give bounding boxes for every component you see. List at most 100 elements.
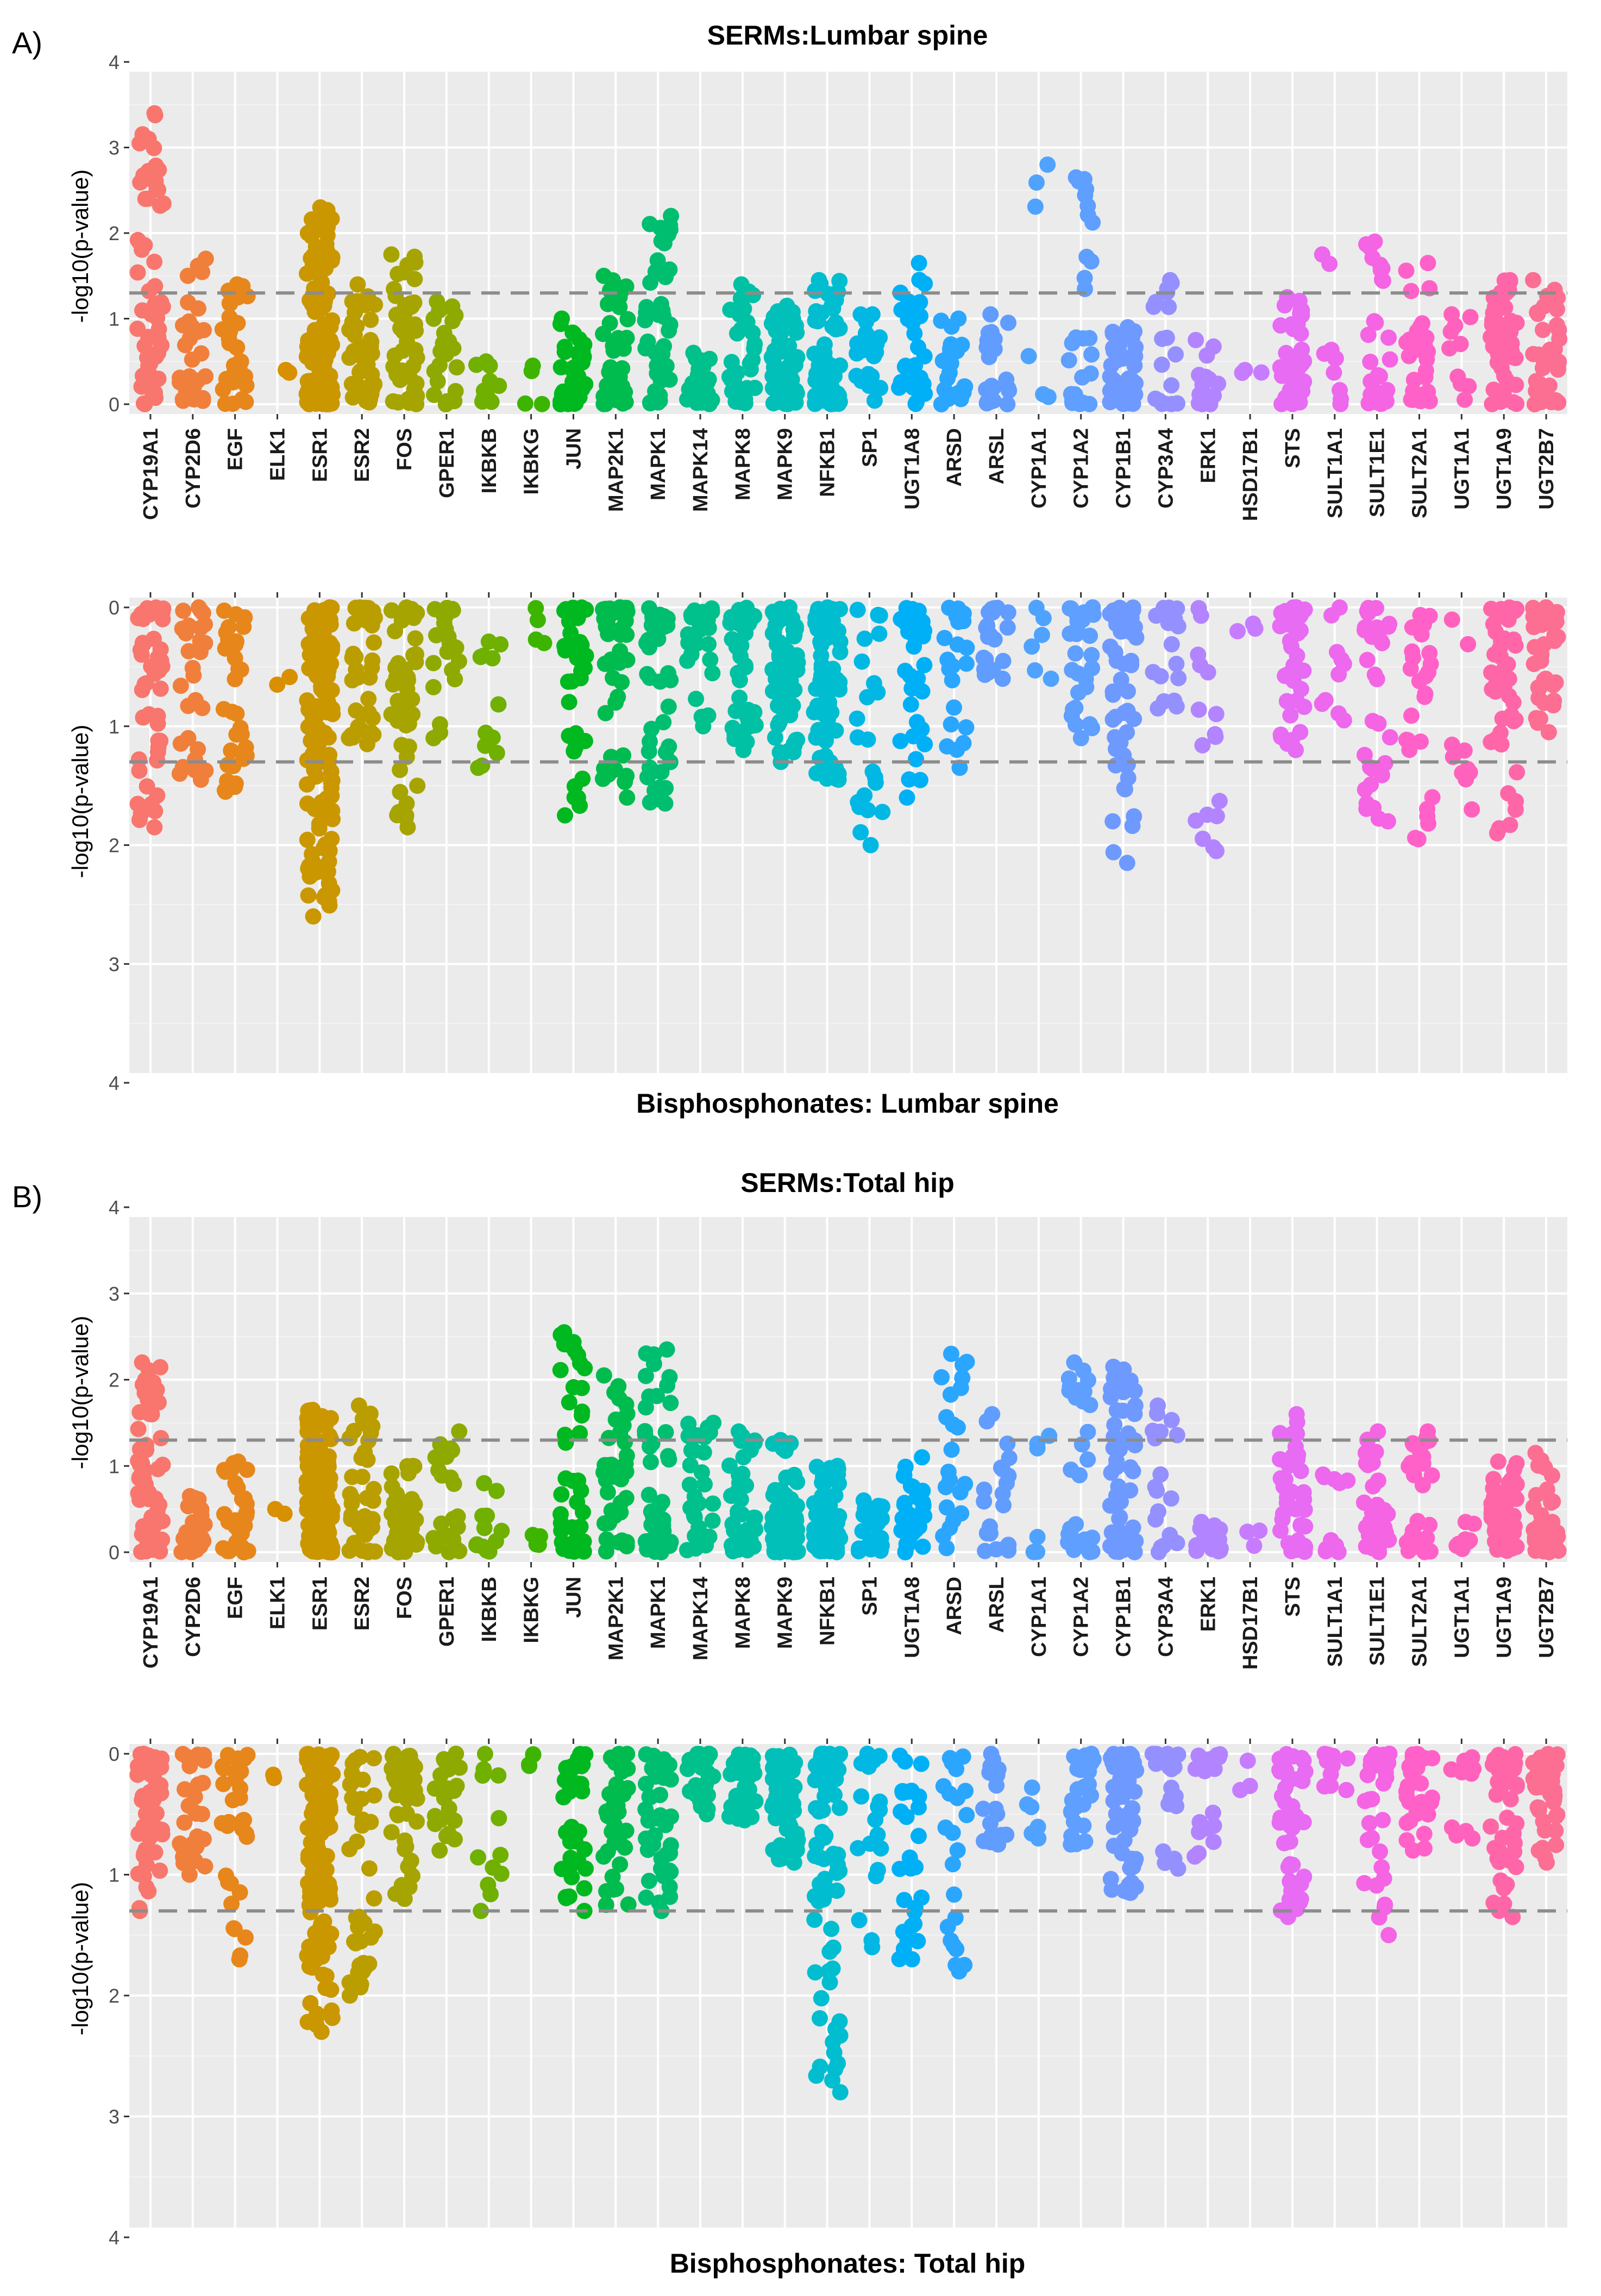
data-point [231, 1525, 248, 1541]
data-point [316, 601, 332, 618]
data-point [661, 322, 677, 339]
data-point [557, 807, 573, 824]
panel-a-bottom-title: Bisphosphonates: Lumbar spine [636, 1088, 1059, 1119]
data-point [450, 653, 467, 670]
data-point [491, 1810, 507, 1827]
data-point [1207, 726, 1223, 743]
data-point [356, 1915, 373, 1931]
data-point [735, 1449, 752, 1466]
data-point [1028, 599, 1045, 616]
data-point [431, 357, 448, 374]
data-point [1001, 382, 1018, 399]
data-point [681, 1476, 698, 1493]
data-point [390, 266, 406, 283]
data-point [1534, 1523, 1550, 1540]
data-point [983, 378, 1000, 394]
data-point [152, 680, 169, 697]
panel-a-top-points-ikbkg [517, 357, 550, 412]
panel-a-top-points-esr1 [298, 199, 341, 412]
data-point [872, 380, 889, 397]
data-point [808, 1458, 825, 1475]
data-point [1545, 697, 1562, 714]
data-point [442, 1469, 459, 1486]
data-point [1103, 1881, 1120, 1898]
data-point [914, 1449, 931, 1466]
data-point [1076, 171, 1093, 187]
data-point [564, 373, 581, 390]
data-point [1401, 1458, 1417, 1475]
panel-b: B) SERMs:Total hip Bisphosphonates: Tota… [12, 1168, 1567, 2279]
data-point [1372, 1843, 1389, 1860]
data-point [318, 221, 335, 238]
data-point [1076, 1778, 1093, 1795]
data-point [914, 683, 931, 700]
data-point [817, 1871, 833, 1887]
data-point [1525, 600, 1542, 616]
data-point [1505, 1760, 1522, 1777]
data-point [911, 1828, 927, 1845]
data-point [153, 1430, 169, 1446]
data-point [865, 675, 882, 692]
data-point [1408, 1774, 1425, 1791]
data-point [299, 1776, 316, 1793]
data-point [574, 1379, 590, 1396]
data-point [1416, 1840, 1433, 1857]
data-point [1127, 386, 1144, 403]
data-point [394, 342, 411, 359]
data-point [145, 602, 162, 619]
data-point [1280, 1457, 1297, 1474]
panel-a-top-points-cyp1a1 [1020, 156, 1057, 405]
data-point [366, 1890, 382, 1907]
panel-b-gene-label-ikbkg: IKBKG [520, 1577, 543, 1643]
data-point [808, 1836, 825, 1853]
data-point [525, 1746, 542, 1763]
data-point [444, 312, 461, 329]
data-point [1360, 327, 1377, 343]
data-point [481, 357, 498, 374]
data-point [905, 379, 921, 396]
data-point [782, 1491, 799, 1508]
data-point [1532, 710, 1548, 727]
data-point [1399, 732, 1416, 749]
panel-a-top-points-gper1 [425, 293, 465, 412]
data-point [595, 601, 611, 618]
data-point [407, 342, 424, 359]
data-point [611, 288, 628, 305]
data-point [679, 653, 696, 669]
data-point [998, 1827, 1015, 1843]
data-point [868, 336, 885, 353]
data-point [131, 812, 148, 829]
data-point [451, 1423, 468, 1440]
data-point [1288, 1808, 1304, 1824]
data-point [827, 394, 844, 411]
data-point [1368, 1496, 1385, 1513]
data-point [1292, 1517, 1309, 1533]
data-point [384, 1540, 400, 1557]
data-point [441, 1800, 457, 1817]
data-point [136, 396, 153, 412]
data-point [957, 1783, 974, 1799]
data-point [1246, 1538, 1263, 1554]
data-point [597, 705, 614, 722]
data-point [406, 1496, 423, 1513]
panel-a-gene-label-cyp3a4: CYP3A4 [1154, 428, 1177, 509]
data-point [660, 665, 676, 682]
panel-a-gene-label-elk1: ELK1 [267, 428, 290, 481]
data-point [308, 2017, 325, 2033]
data-point [1253, 364, 1270, 381]
data-point [316, 642, 332, 659]
data-point [364, 652, 381, 669]
data-point [1317, 692, 1334, 708]
data-point [617, 1456, 634, 1472]
data-point [1104, 686, 1121, 703]
data-point [1324, 1757, 1341, 1774]
data-point [305, 908, 322, 925]
panel-b-gene-label-cyp19a1: CYP19A1 [140, 1577, 162, 1668]
data-point [941, 661, 958, 677]
data-point [231, 360, 248, 377]
data-point [1326, 364, 1342, 381]
data-point [1366, 313, 1383, 330]
data-point [154, 1513, 171, 1529]
data-point [149, 1461, 166, 1477]
